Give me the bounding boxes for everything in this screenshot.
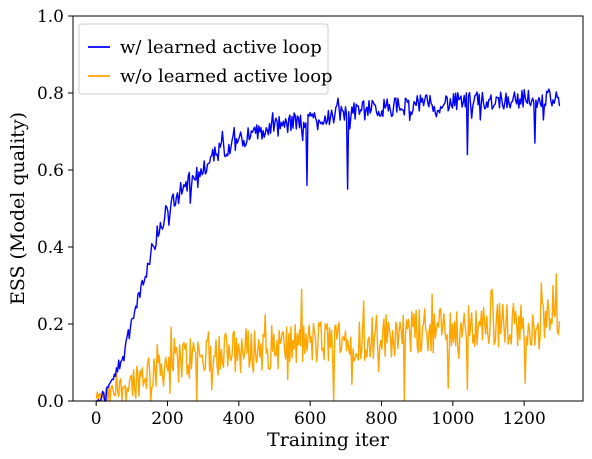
x-tick-label: 200 xyxy=(151,409,183,429)
legend-label-not-learned: w/o learned active loop xyxy=(120,66,333,87)
legend: w/ learned active loop w/o learned activ… xyxy=(78,23,333,95)
x-tick-label: 1200 xyxy=(503,409,546,429)
y-tick-label: 0.8 xyxy=(37,84,64,104)
y-tick-label: 0.2 xyxy=(37,315,64,335)
series-line-1 xyxy=(95,273,561,402)
x-tick-label: 800 xyxy=(365,409,397,429)
y-tick-label: 0.6 xyxy=(37,161,64,181)
x-tick-label: 1000 xyxy=(431,409,474,429)
y-tick-label: 1.0 xyxy=(37,7,64,27)
x-tick-label: 600 xyxy=(294,409,326,429)
x-tick-label: 0 xyxy=(91,409,102,429)
series-layer xyxy=(95,88,561,402)
legend-label-learned: w/ learned active loop xyxy=(120,37,322,58)
y-axis-label: ESS (Model quality) xyxy=(7,112,29,305)
ticks-layer: 0 200 400 600 800 1000 1200 0.0 0.2 0.4 0.6 0.8 1.0 xyxy=(37,7,546,429)
x-axis-label: Training iter xyxy=(267,429,390,451)
legend-box xyxy=(78,23,329,95)
series-line-0 xyxy=(96,88,561,402)
y-tick-label: 0.0 xyxy=(37,392,64,412)
x-tick-label: 400 xyxy=(223,409,255,429)
plot-frame xyxy=(72,15,584,402)
y-tick-label: 0.4 xyxy=(37,238,64,258)
